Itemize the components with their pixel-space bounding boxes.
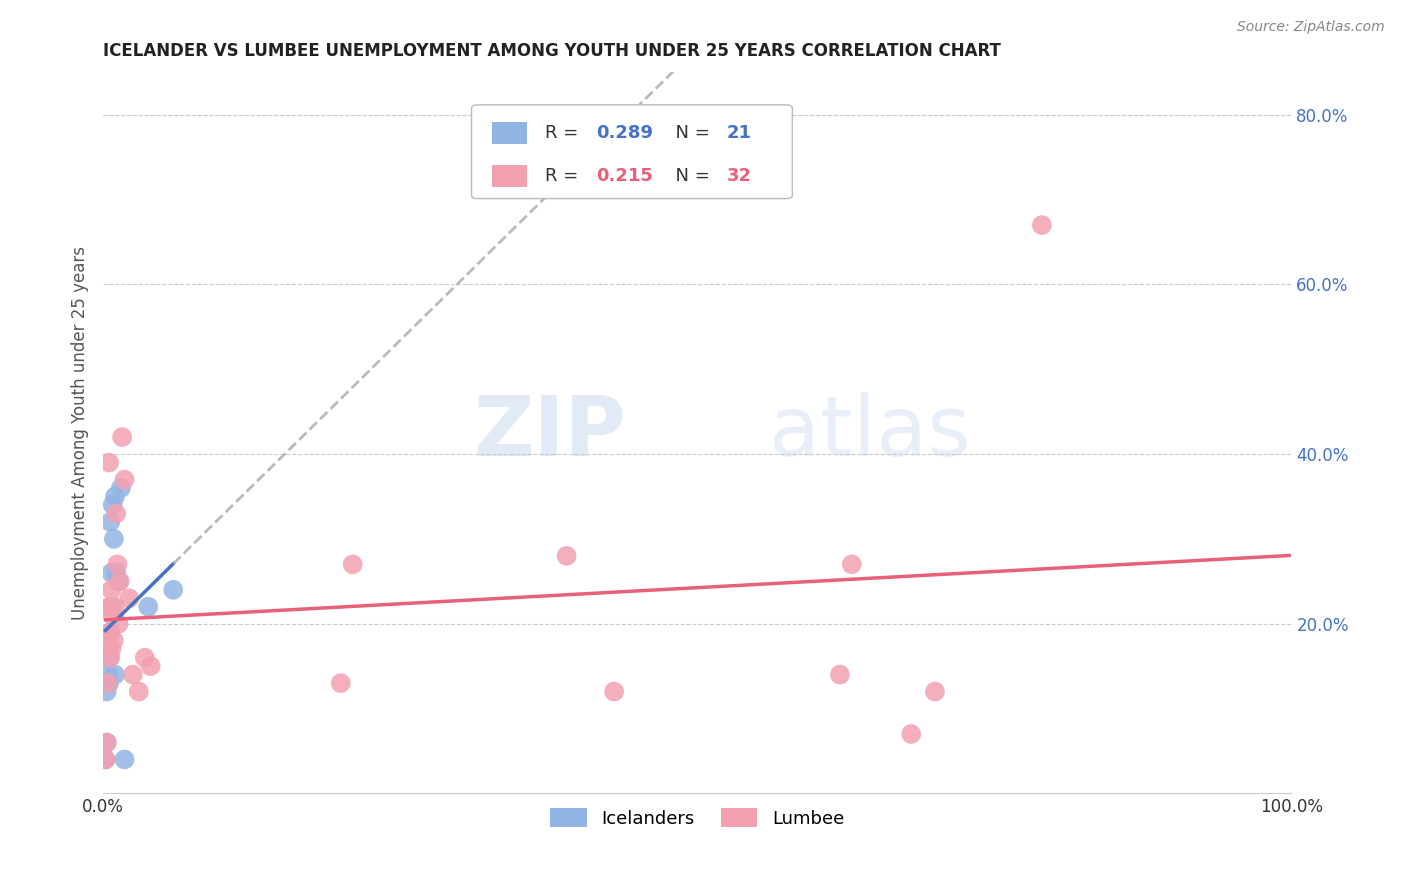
Point (97, 667, 120, 681)
Point (329, 676, 352, 690)
Point (96, 684, 118, 698)
Point (105, 566, 128, 580)
Point (100, 582, 122, 597)
Point (111, 430, 134, 444)
Point (103, 633, 125, 648)
Text: Source: ZipAtlas.com: Source: ZipAtlas.com (1237, 20, 1385, 34)
Point (101, 498, 124, 512)
Text: 21: 21 (727, 124, 752, 142)
Point (105, 507, 128, 521)
Point (108, 574, 131, 589)
Point (118, 591, 141, 606)
Text: atlas: atlas (769, 392, 970, 474)
Point (603, 684, 626, 698)
Point (98, 625, 121, 640)
Point (100, 642, 122, 657)
Text: 32: 32 (727, 167, 752, 185)
Point (134, 650, 156, 665)
FancyBboxPatch shape (471, 105, 793, 199)
Point (98, 515, 121, 529)
Text: N =: N = (664, 124, 716, 142)
Point (101, 608, 124, 623)
Point (98, 650, 121, 665)
Point (98, 599, 121, 614)
Point (97, 676, 120, 690)
Point (104, 667, 127, 681)
Point (98, 650, 121, 665)
Point (555, 549, 578, 563)
Point (98, 456, 121, 470)
Text: R =: R = (546, 124, 583, 142)
Point (136, 599, 159, 614)
FancyBboxPatch shape (492, 122, 527, 144)
Text: R =: R = (546, 167, 583, 185)
Point (103, 532, 125, 546)
Point (900, 727, 922, 741)
Point (139, 659, 162, 673)
Point (94, 752, 117, 766)
Point (342, 558, 364, 572)
Point (114, 473, 136, 487)
Point (105, 558, 128, 572)
Point (110, 481, 132, 495)
FancyBboxPatch shape (492, 165, 527, 186)
Text: N =: N = (664, 167, 716, 185)
Point (114, 752, 136, 766)
Point (107, 574, 129, 589)
Text: 0.215: 0.215 (596, 167, 654, 185)
Point (97, 642, 120, 657)
Y-axis label: Unemployment Among Youth under 25 years: Unemployment Among Youth under 25 years (72, 246, 89, 620)
Point (98, 625, 121, 640)
Text: ZIP: ZIP (474, 392, 626, 474)
Point (104, 490, 127, 504)
Point (94, 752, 117, 766)
Text: 0.289: 0.289 (596, 124, 654, 142)
Point (104, 599, 127, 614)
Point (162, 582, 184, 597)
Point (107, 616, 129, 631)
Point (100, 599, 122, 614)
Point (98, 676, 121, 690)
Point (924, 684, 946, 698)
Point (1031, 218, 1053, 232)
Point (128, 684, 150, 698)
Point (841, 558, 863, 572)
Text: ICELANDER VS LUMBEE UNEMPLOYMENT AMONG YOUTH UNDER 25 YEARS CORRELATION CHART: ICELANDER VS LUMBEE UNEMPLOYMENT AMONG Y… (103, 42, 1001, 60)
Point (100, 566, 122, 580)
Point (121, 667, 143, 681)
Point (96, 735, 118, 749)
Point (96, 735, 118, 749)
Point (828, 667, 851, 681)
Legend: Icelanders, Lumbee: Icelanders, Lumbee (543, 801, 852, 835)
